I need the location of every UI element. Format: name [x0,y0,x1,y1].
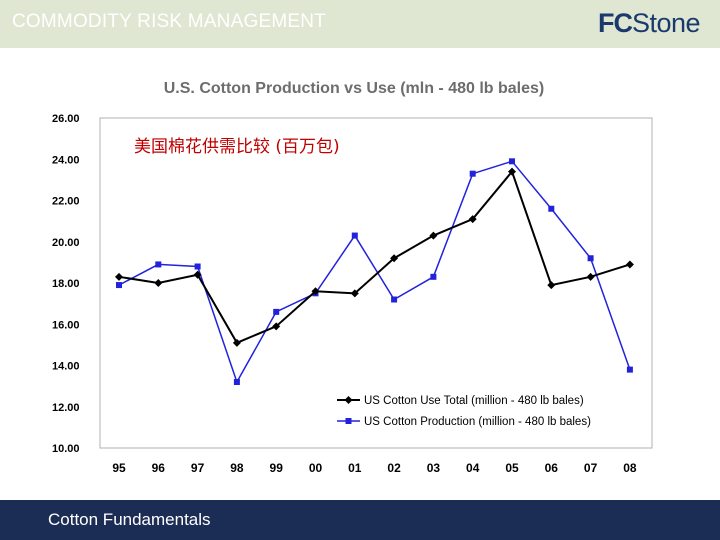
production-data-point [351,232,358,239]
legend: US Cotton Use Total (million - 480 lb ba… [337,395,591,428]
production-data-point [626,366,633,373]
production-data-point [509,158,515,165]
production-data-point [391,296,398,303]
production-data-point [155,261,162,268]
x-axis: 95 96 97 98 99 00 01 02 03 04 05 06 07 08 [112,461,637,475]
footer-bar: Cotton Fundamentals [0,500,720,540]
series-layer [115,158,634,385]
production-data-point [116,282,122,289]
y-tick-label: 12.00 [52,402,80,414]
chart-title: U.S. Cotton Production vs Use (mln - 480… [163,80,545,97]
production-data-point [469,170,476,177]
x-tick-label: 08 [623,461,637,475]
use-data-point [154,279,163,287]
y-tick-label: 22.00 [52,196,80,208]
use-data-point [468,215,477,224]
production-data-point [194,263,201,270]
production-data-point [430,273,437,280]
x-tick-label: 04 [466,461,480,475]
x-tick-label: 06 [545,461,559,475]
legend-use-marker [344,396,353,404]
y-tick-label: 14.00 [52,361,80,373]
x-tick-label: 99 [270,461,284,475]
x-tick-label: 05 [505,461,519,475]
use-data-point [232,338,241,347]
use-data-point [586,272,595,281]
use-data-point [311,287,320,296]
y-axis: 26.00 24.00 22.00 20.00 18.00 16.00 14.00 12.00… [52,113,80,455]
use-data-point [272,322,281,331]
x-tick-label: 07 [584,461,598,475]
x-tick-label: 97 [191,461,205,475]
plot-area [99,117,653,449]
use-data-point [547,281,556,290]
x-tick-label: 02 [387,461,401,475]
use-data-point [115,272,123,281]
y-tick-label: 16.00 [52,319,80,331]
legend-production-label: US Cotton Production (million - 480 lb b… [364,416,591,428]
y-tick-label: 26.00 [52,113,80,125]
production-data-point [273,308,280,315]
legend-production-marker [345,418,352,424]
y-tick-label: 18.00 [52,278,80,290]
production-data-point [548,205,555,212]
production-series-line [118,160,631,384]
use-data-point [350,289,359,298]
use-data-point [390,254,399,263]
x-tick-label: 00 [309,461,323,475]
y-tick-label: 24.00 [52,154,80,166]
use-data-point [508,167,516,176]
production-data-point [587,255,594,262]
logo-stone-text: Stone [632,8,701,38]
use-series-line [118,169,631,345]
cotton-chart: 26.00 24.00 22.00 20.00 18.00 16.00 14.00 12.00… [52,113,653,475]
header-title: COMMODITY RISK MANAGEMENT [12,11,326,32]
use-data-point [625,260,634,269]
y-tick-label: 10.00 [52,443,80,455]
x-tick-label: 96 [152,461,166,475]
use-data-point [429,231,438,240]
legend-use-label: US Cotton Use Total (million - 480 lb ba… [364,395,584,407]
use-data-point [193,270,202,279]
x-tick-label: 03 [427,461,441,475]
y-tick-label: 20.00 [52,237,80,249]
x-tick-label: 95 [112,461,126,475]
logo-fc-text: FC [598,8,633,38]
chart-annotation: 美国棉花供需比较 (百万包) [134,137,340,157]
legend-box [333,387,623,429]
fcstone-logo: FCStone [598,8,701,39]
footer-label: Cotton Fundamentals [48,510,211,529]
x-tick-label: 01 [348,461,362,475]
production-data-point [233,379,240,385]
x-tick-label: 98 [230,461,244,475]
header-bar: COMMODITY RISK MANAGEMENT FCStone [0,0,720,48]
